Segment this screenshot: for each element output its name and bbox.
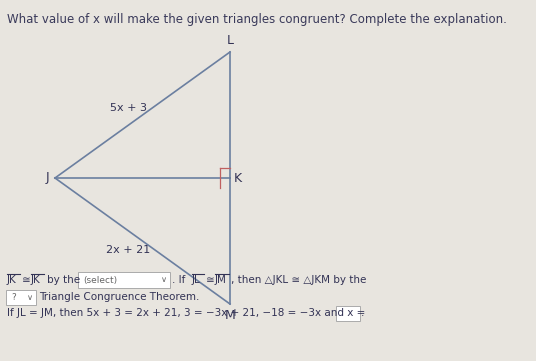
Text: JL: JL <box>192 275 201 285</box>
Text: JK: JK <box>31 275 41 285</box>
Text: ∨: ∨ <box>161 275 167 284</box>
FancyBboxPatch shape <box>6 290 36 304</box>
Text: ∨: ∨ <box>27 292 33 301</box>
Text: J: J <box>46 171 49 184</box>
Text: ?: ? <box>11 292 16 301</box>
Text: Triangle Congruence Theorem.: Triangle Congruence Theorem. <box>39 292 199 302</box>
Text: (select): (select) <box>83 275 117 284</box>
Text: JK: JK <box>7 275 17 285</box>
Text: ≅: ≅ <box>22 275 31 285</box>
Text: 2x + 21: 2x + 21 <box>106 245 150 255</box>
FancyBboxPatch shape <box>336 305 360 321</box>
Text: ≅: ≅ <box>206 275 215 285</box>
Text: M: M <box>225 309 235 322</box>
Text: . If: . If <box>172 275 185 285</box>
Text: by the: by the <box>47 275 80 285</box>
Text: 5x + 3: 5x + 3 <box>109 103 146 113</box>
Text: If JL = JM, then 5x + 3 = 2x + 21, 3 = −3x + 21, −18 = −3x and x =: If JL = JM, then 5x + 3 = 2x + 21, 3 = −… <box>7 308 366 318</box>
FancyBboxPatch shape <box>78 272 170 288</box>
Text: .: . <box>361 308 364 318</box>
Text: , then △JKL ≅ △JKM by the: , then △JKL ≅ △JKM by the <box>231 275 367 285</box>
Text: L: L <box>227 34 234 47</box>
Text: K: K <box>234 171 242 184</box>
Text: JM: JM <box>215 275 227 285</box>
Text: What value of x will make the given triangles congruent? Complete the explanatio: What value of x will make the given tria… <box>7 13 507 26</box>
